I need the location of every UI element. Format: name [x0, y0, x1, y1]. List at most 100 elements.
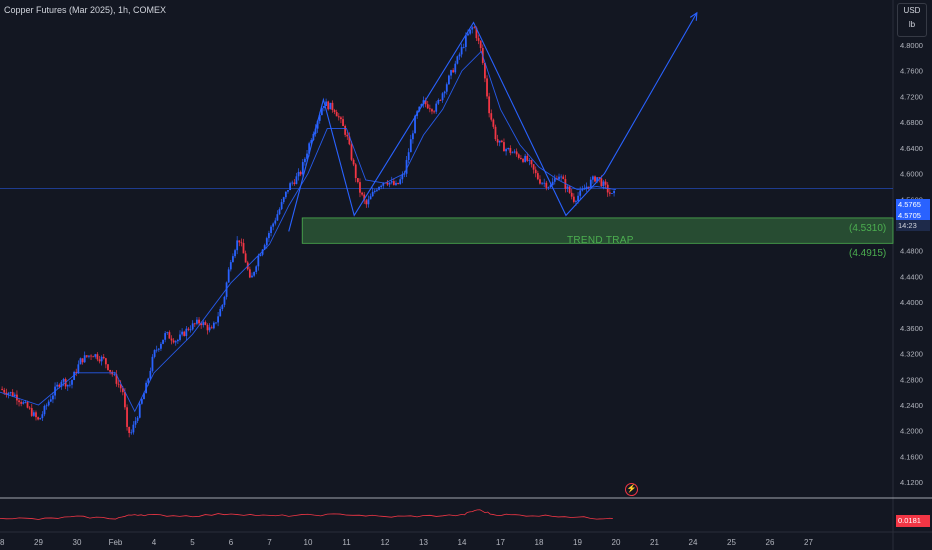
x-tick-label: 19 [573, 538, 582, 547]
candle-body [359, 182, 361, 193]
candle-body [102, 356, 105, 359]
oscillator-line [0, 509, 613, 520]
x-tick-label: 26 [766, 538, 775, 547]
candle-body [255, 266, 258, 272]
candle-body [37, 417, 40, 420]
alert-icon[interactable]: ⚡ [625, 483, 638, 496]
candle-body [43, 405, 46, 415]
candle-body [128, 426, 131, 433]
candle-body [560, 176, 563, 178]
candle-body [153, 350, 156, 357]
y-tick-label: 4.4800 [900, 247, 923, 256]
candle-body [295, 176, 298, 184]
candle-body [549, 185, 552, 188]
candle-body [530, 160, 533, 165]
candle-body [28, 407, 31, 409]
y-tick-label: 4.2000 [900, 427, 923, 436]
candle-body [98, 359, 101, 362]
y-tick-label: 4.6800 [900, 118, 923, 127]
candle-body [448, 75, 450, 85]
x-tick-label: 14 [458, 538, 467, 547]
candle-body [581, 189, 584, 191]
candle-body [234, 250, 236, 257]
candle-body [460, 47, 463, 55]
candle-body [73, 371, 76, 380]
candle-body [284, 191, 287, 198]
arrow-head-icon [689, 11, 698, 21]
candle-body [198, 319, 200, 324]
x-tick-label: 4 [152, 538, 157, 547]
candle-body [136, 417, 139, 421]
y-tick-label: 4.3200 [900, 350, 923, 359]
candle-body [32, 412, 35, 416]
candle-body [85, 355, 88, 357]
candle-body [452, 70, 455, 73]
candle-body [488, 96, 491, 114]
candle-body [594, 176, 596, 182]
candle-body [613, 190, 615, 194]
candle-body [471, 27, 474, 30]
candle-body [462, 46, 465, 48]
candle-body [232, 256, 234, 263]
chart-title: Copper Futures (Mar 2025), 1h, COMEX [4, 5, 167, 15]
candle-body [3, 389, 6, 393]
y-tick-label: 4.3600 [900, 324, 923, 333]
candle-body [155, 349, 158, 351]
candle-body [583, 188, 586, 190]
x-tick-label: 17 [496, 538, 505, 547]
candle-body [179, 334, 181, 340]
x-tick-label: 18 [535, 538, 544, 547]
candle-body [257, 256, 260, 267]
candle-body [227, 269, 230, 283]
candle-body [47, 401, 50, 406]
candle-body [124, 392, 126, 408]
candle-body [490, 113, 493, 120]
x-tick-label: 5 [190, 538, 195, 547]
candle-body [94, 354, 97, 357]
candle-body [191, 323, 194, 330]
candle-body [598, 177, 601, 179]
candle-body [113, 374, 116, 376]
candle-body [515, 151, 518, 155]
candle-body [500, 140, 503, 143]
candle-body [344, 126, 347, 135]
candle-body [92, 356, 95, 358]
x-tick-label: 13 [419, 538, 428, 547]
zone-bottom-label: (4.4915) [849, 248, 887, 259]
candle-body [587, 186, 590, 188]
candle-body [426, 104, 429, 109]
candle-body [348, 136, 351, 145]
candle-body [403, 173, 406, 175]
candle-body [420, 104, 423, 107]
pattern-line [288, 12, 698, 232]
candle-body [35, 412, 37, 418]
candle-body [467, 33, 469, 36]
candle-body [265, 238, 268, 246]
candle-body [160, 343, 162, 349]
candle-body [157, 348, 160, 350]
candle-body [170, 338, 173, 341]
candle-body [223, 296, 226, 305]
x-tick-label: 28 [0, 538, 5, 547]
candle-body [240, 242, 243, 244]
candle-body [30, 408, 33, 416]
candle-body [304, 158, 306, 163]
currency-unit-selector[interactable]: USD lb [897, 3, 927, 37]
candle-body [602, 181, 605, 187]
zone-top-label: (4.5310) [849, 223, 887, 234]
x-tick-label: 27 [804, 538, 813, 547]
candle-body [168, 332, 171, 339]
candle-body [361, 192, 363, 195]
moving-average-line [0, 50, 617, 413]
candle-body [543, 182, 546, 184]
candle-body [270, 226, 272, 234]
candle-body [435, 103, 438, 112]
candle-body [386, 182, 389, 185]
candle-body [392, 181, 395, 185]
candle-body [162, 339, 164, 344]
candle-body [545, 182, 548, 188]
candle-body [75, 371, 78, 373]
y-tick-label: 4.4000 [900, 298, 923, 307]
candle-body [522, 158, 524, 162]
